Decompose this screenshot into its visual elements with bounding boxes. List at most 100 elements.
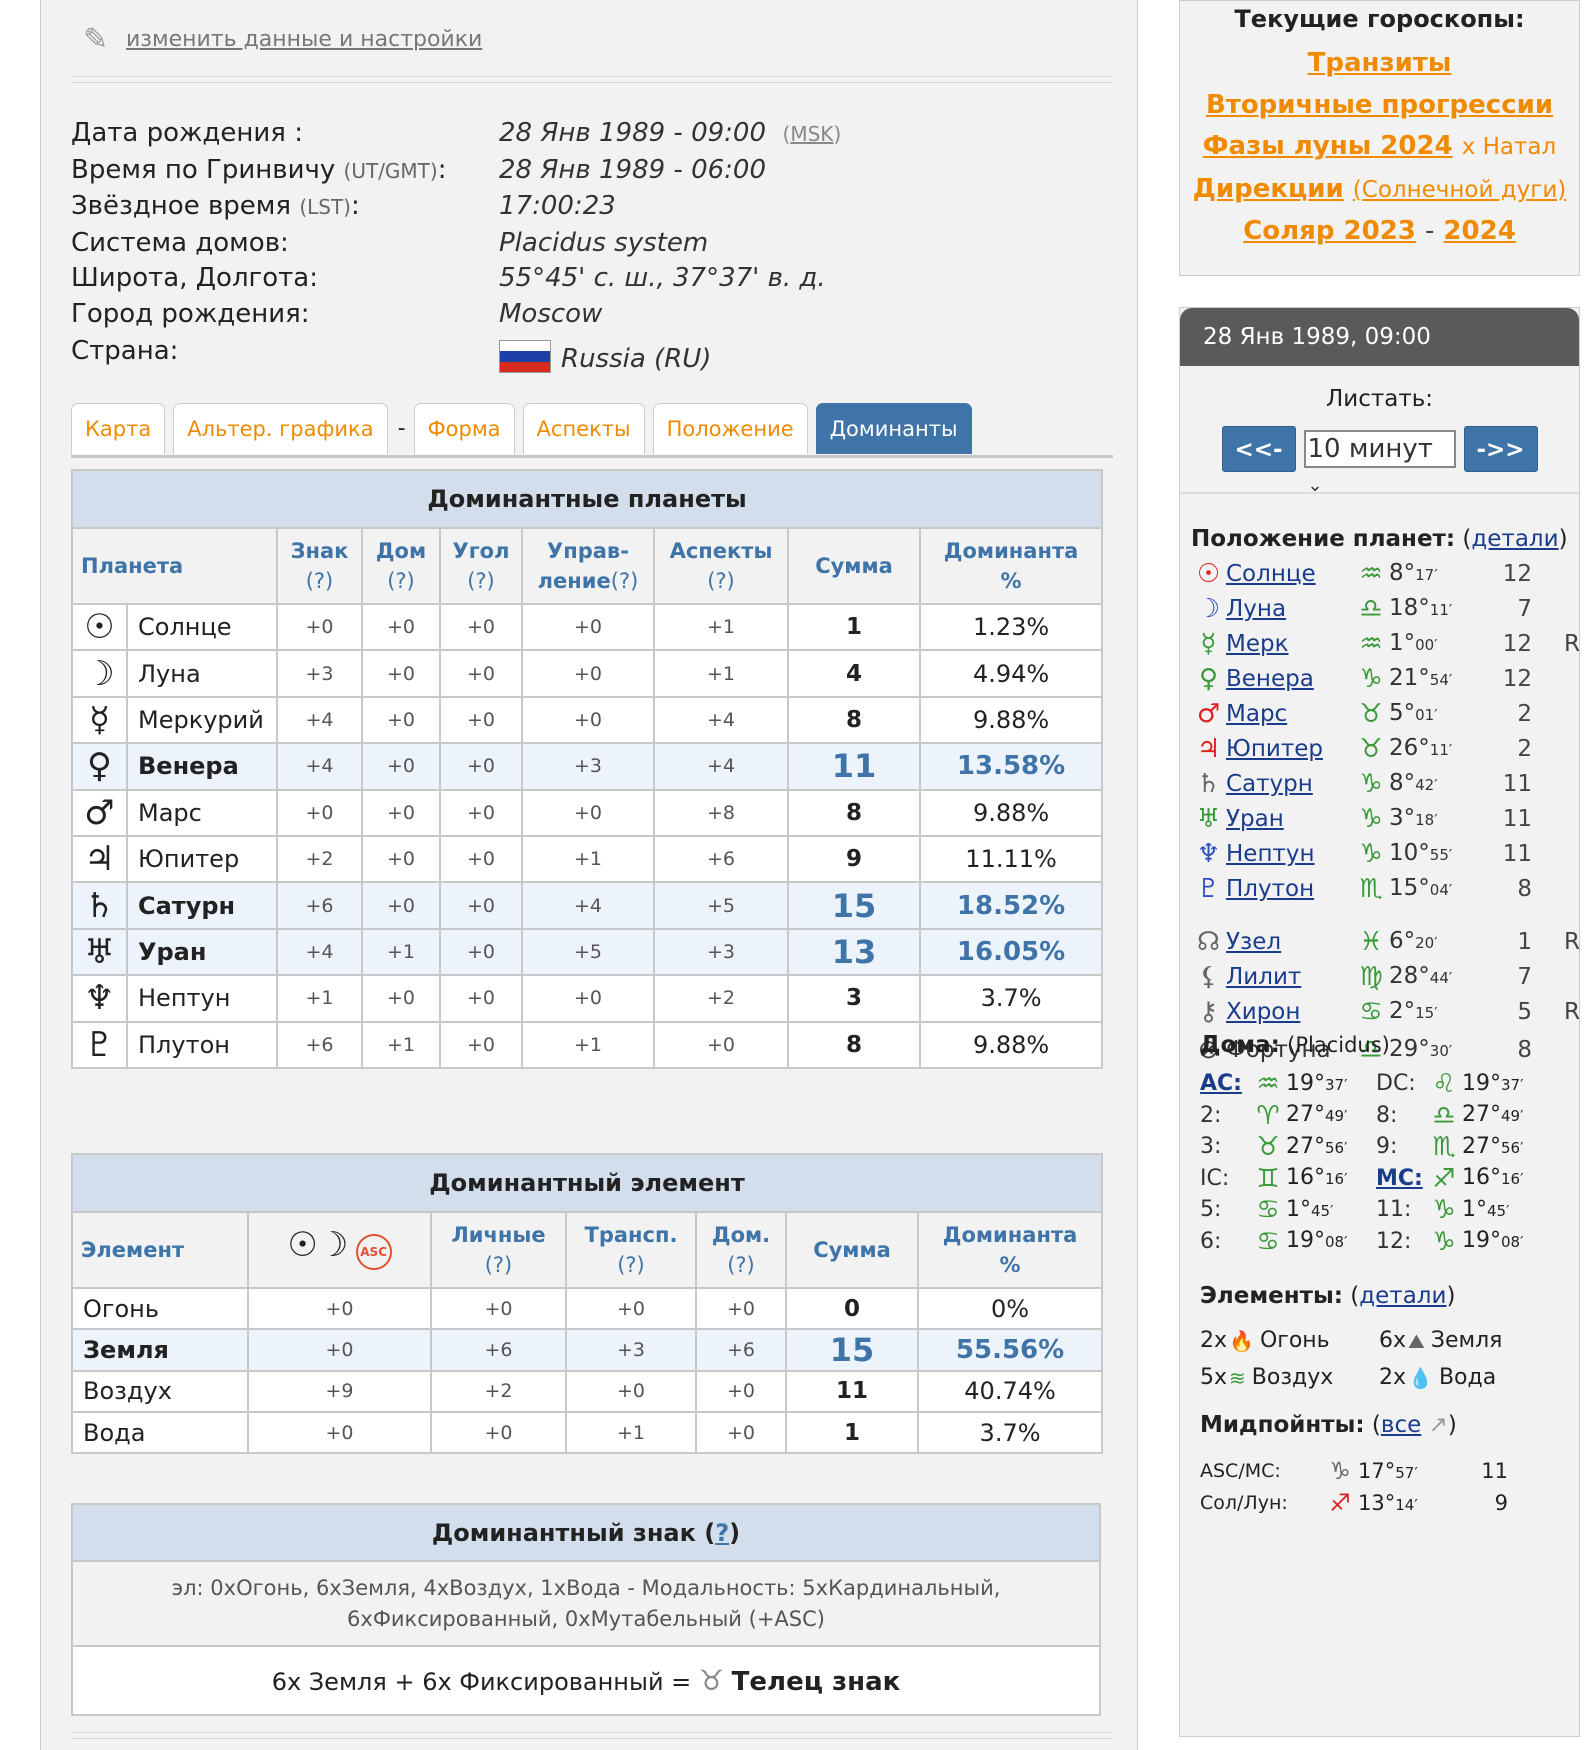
tab-form[interactable]: Форма (413, 403, 515, 454)
degree: 19°08′ (1462, 1223, 1524, 1260)
rule-score: +1 (521, 834, 655, 884)
help-link[interactable]: (?) (305, 569, 334, 593)
help-link[interactable]: (?) (484, 1253, 513, 1277)
table-row: ♆ Нептун +1 +0 +0 +0 +2 3 3.7% (71, 974, 1104, 1023)
minute-value: 00′ (1415, 636, 1438, 654)
sum-value: 15 (785, 1328, 919, 1372)
zodiac-icon: ♉ (1359, 734, 1383, 764)
sum-value: 4 (787, 649, 921, 698)
table-row: ♇ Плутон +6 +1 +0 +1 +0 8 9.88% (71, 1020, 1104, 1069)
degree: 26°11′ (1389, 729, 1489, 769)
zodiac-icon: ♑ (1432, 1195, 1456, 1225)
elements-details-link[interactable]: детали (1359, 1283, 1447, 1309)
house-label[interactable]: MC: (1376, 1165, 1423, 1191)
house-number: 11 (1502, 771, 1532, 797)
sign-score: +0 (276, 788, 363, 837)
prev-button[interactable]: <<- (1221, 426, 1296, 472)
zodiac-icon: ♒ (1359, 559, 1383, 589)
tab-alt-graphics[interactable]: Альтер. графика (173, 403, 388, 454)
moon-phases-link[interactable]: Фазы луны 2024 (1202, 131, 1453, 161)
minute-value: 42′ (1415, 776, 1438, 794)
step-select[interactable]: 10 минут ⌄ (1303, 430, 1456, 496)
house-label: 9: (1376, 1134, 1398, 1159)
degree-value: 19° (1286, 1070, 1325, 1096)
zodiac-icon: ♎ (1359, 594, 1383, 624)
next-button[interactable]: ->> (1463, 426, 1538, 472)
planet-link[interactable]: Узел (1226, 929, 1282, 955)
house-score: +0 (361, 742, 441, 791)
solar-link[interactable]: Соляр 2023 (1243, 216, 1416, 246)
planet-name: Венера (126, 742, 278, 791)
planet-link[interactable]: Нептун (1226, 841, 1315, 867)
planet-link[interactable]: Мерк (1226, 631, 1289, 657)
planet-link[interactable]: Уран (1226, 806, 1284, 832)
planet-link[interactable]: Сатурн (1226, 771, 1313, 797)
planet-link[interactable]: Плутон (1226, 876, 1315, 902)
angle-score: +0 (439, 649, 523, 698)
help-link[interactable]: ? (715, 1519, 730, 1547)
tab-dominants[interactable]: Доминанты (815, 403, 972, 454)
help-link[interactable]: (?) (707, 569, 735, 593)
sum-value: 11 (785, 1369, 919, 1413)
midpoints-all-link[interactable]: все (1380, 1412, 1422, 1438)
planet-position-row: ♅ Уран ♑ 3°18′ 11 (1191, 800, 1580, 838)
zodiac-icon: ♑ (1432, 1226, 1456, 1257)
help-link[interactable]: (?) (727, 1253, 755, 1277)
zodiac-icon: ♈ (1256, 1100, 1280, 1131)
help-link[interactable]: (?) (610, 569, 639, 593)
transits-link[interactable]: Транзиты (1307, 48, 1452, 78)
element-name: Огонь (71, 1286, 249, 1331)
planet-link[interactable]: Солнце (1226, 561, 1316, 587)
help-link[interactable]: (?) (467, 569, 495, 593)
rule-score: +3 (521, 742, 655, 791)
degree: 1°45′ (1462, 1192, 1510, 1229)
minute-value: 17′ (1415, 566, 1438, 584)
tab-position[interactable]: Положение (652, 403, 808, 454)
planet-icon: ♄ (1196, 769, 1221, 799)
help-link[interactable]: (?) (387, 569, 415, 593)
asc-icon: ASC (355, 1234, 392, 1270)
edit-settings-link[interactable]: изменить данные и настройки (126, 27, 483, 52)
planet-link[interactable]: Марс (1226, 701, 1288, 727)
minute-value: 01′ (1415, 706, 1438, 724)
tz-link[interactable]: MSK (790, 122, 834, 146)
tab-underline (71, 455, 1113, 458)
help-link[interactable]: (?) (617, 1253, 645, 1277)
solar-link-2[interactable]: 2024 (1443, 216, 1516, 246)
house-label[interactable]: AC: (1200, 1071, 1242, 1096)
scroll-label: Листать: (1325, 386, 1434, 412)
house-score: +0 (361, 881, 441, 930)
planet-name: Солнце (126, 602, 278, 652)
element-name: Вода (1438, 1365, 1497, 1390)
col-dominant: Доминанта (943, 539, 1079, 563)
zodiac-icon: ♑ (1359, 769, 1383, 799)
planet-link[interactable]: Хирон (1226, 999, 1301, 1025)
planets-details-link[interactable]: детали (1471, 526, 1559, 552)
element-name: Воздух (1251, 1365, 1334, 1390)
table-row: ☽ Луна +3 +0 +0 +0 +1 4 4.94% (71, 649, 1104, 698)
tab-chart[interactable]: Карта (71, 403, 166, 454)
house-number: 11 (1481, 1459, 1508, 1483)
progressions-link[interactable]: Вторичные прогрессии (1205, 89, 1554, 120)
planet-position-row: ♆ Нептун ♑ 10°55′ 11 (1191, 835, 1580, 873)
planet-link[interactable]: Луна (1226, 596, 1287, 622)
house-score: +0 (695, 1410, 787, 1455)
directions-link[interactable]: Дирекции (1192, 173, 1344, 204)
directions-sub[interactable]: (Солнечной дуги) (1352, 176, 1567, 203)
elements-title: Элементы: (1200, 1283, 1343, 1309)
tab-aspects[interactable]: Аспекты (522, 403, 645, 454)
dominant-pct: 9.88% (918, 695, 1104, 745)
house-cusp: 9: ♏ 27°56′ (1376, 1129, 1524, 1165)
planet-link[interactable]: Лилит (1226, 964, 1302, 990)
houses-section-title: Дома: (Placidus) (1200, 1032, 1390, 1058)
house-number: 12 (1502, 666, 1532, 692)
moon-phases-suffix[interactable]: x Натал (1461, 134, 1557, 160)
table-row: ☉ Солнце +0 +0 +0 +0 +1 1 1.23% (71, 602, 1104, 652)
sum-value: 13 (787, 927, 921, 977)
planet-link[interactable]: Юпитер (1226, 736, 1323, 762)
planet-link[interactable]: Венера (1226, 666, 1314, 692)
minute-value: 55′ (1429, 846, 1453, 864)
col-aspects: Аспекты (669, 539, 773, 563)
divider (71, 1732, 1113, 1739)
planet-position-row: ⚸ Лилит ♍ 28°44′ 7 (1191, 958, 1580, 996)
